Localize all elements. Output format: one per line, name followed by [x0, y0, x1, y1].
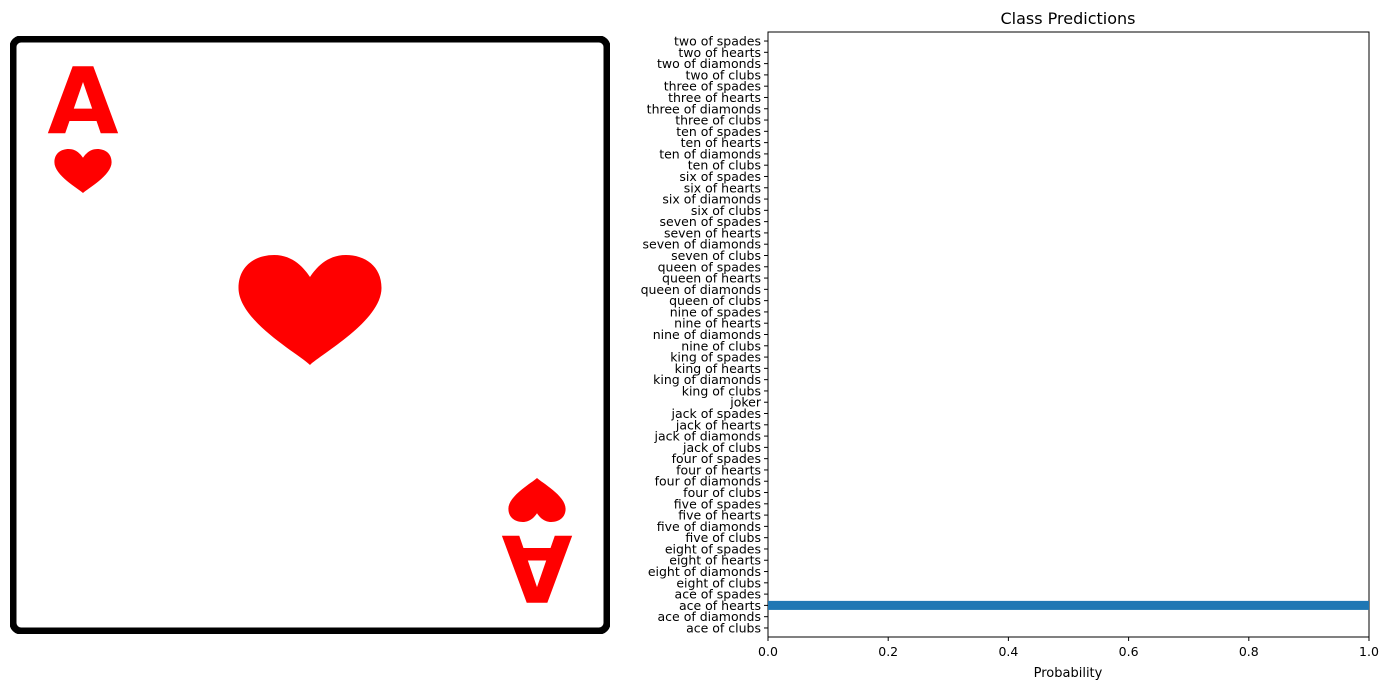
y-tick-label: eight of hearts	[669, 553, 761, 568]
y-tick-label: four of clubs	[683, 485, 761, 500]
y-tick-label: three of clubs	[675, 113, 761, 128]
y-tick-label: six of spades	[679, 169, 761, 184]
y-tick-label: king of diamonds	[653, 372, 761, 387]
y-tick-label: nine of clubs	[681, 338, 761, 353]
y-tick-label: three of diamonds	[647, 101, 761, 116]
y-tick-label: jack of spades	[671, 406, 761, 421]
y-tick-label: ten of clubs	[688, 158, 761, 173]
y-tick-label: seven of diamonds	[643, 237, 761, 252]
x-axis-label: Probability	[1034, 666, 1103, 681]
y-tick-label: nine of diamonds	[653, 327, 761, 342]
y-tick-label: two of clubs	[686, 67, 761, 82]
x-tick-label: 1.0	[1359, 644, 1379, 659]
x-tick-label: 0.0	[758, 644, 778, 659]
y-tick-label: joker	[729, 395, 762, 410]
y-tick-label: eight of diamonds	[648, 564, 761, 579]
y-tick-label: queen of spades	[658, 259, 761, 274]
y-tick-label: three of spades	[664, 79, 761, 94]
y-tick-label: king of spades	[670, 350, 761, 365]
heart-icon	[54, 149, 112, 193]
heart-icon	[238, 255, 382, 365]
y-tick-label: six of clubs	[691, 203, 761, 218]
plot-area	[767, 31, 1370, 638]
y-tick-label: two of spades	[674, 34, 761, 49]
y-tick-label: five of spades	[674, 496, 761, 511]
y-tick-label: five of diamonds	[657, 519, 761, 534]
y-tick-label: eight of clubs	[676, 575, 761, 590]
y-tick-label: ace of diamonds	[658, 609, 761, 624]
y-tick-label: eight of spades	[665, 541, 761, 556]
y-tick-label: jack of diamonds	[653, 429, 761, 444]
card-image: A A	[10, 36, 610, 634]
x-tick-label: 0.2	[878, 644, 898, 659]
y-tick-label: five of clubs	[685, 530, 761, 545]
y-tick-label: ten of spades	[676, 124, 761, 139]
y-tick-label: ace of hearts	[679, 598, 761, 613]
y-tick-label: ace of clubs	[686, 620, 761, 635]
y-tick-label: ten of diamonds	[659, 146, 761, 161]
y-tick-label: four of diamonds	[655, 474, 761, 489]
y-tick-label: queen of hearts	[662, 271, 761, 286]
y-tick-label: two of diamonds	[657, 56, 761, 71]
y-tick-label: king of clubs	[682, 383, 761, 398]
y-tick-label: jack of hearts	[675, 417, 761, 432]
y-tick-label: ace of spades	[675, 587, 761, 602]
x-tick-label: 0.8	[1239, 644, 1259, 659]
x-tick-label: 0.4	[998, 644, 1018, 659]
y-tick-label: three of hearts	[668, 90, 761, 105]
y-tick-label: four of hearts	[676, 462, 761, 477]
y-tick-label: seven of spades	[660, 214, 761, 229]
bar	[768, 600, 1369, 610]
y-tick-label: six of hearts	[684, 180, 761, 195]
y-tick-label: queen of diamonds	[641, 282, 761, 297]
card-rank-bottom: A	[501, 514, 572, 621]
card-rank-top: A	[47, 48, 118, 155]
y-tick-label: two of hearts	[678, 45, 761, 60]
y-tick-label: king of hearts	[675, 361, 761, 376]
y-tick-label: nine of hearts	[674, 316, 761, 331]
y-tick-label: seven of hearts	[664, 225, 761, 240]
heart-icon	[508, 478, 566, 522]
y-tick-label: seven of clubs	[671, 248, 761, 263]
y-tick-label: five of hearts	[678, 508, 761, 523]
y-tick-label: four of spades	[672, 451, 761, 466]
y-tick-label: queen of clubs	[669, 293, 761, 308]
x-tick-label: 0.6	[1119, 644, 1139, 659]
y-tick-label: ten of hearts	[681, 135, 761, 150]
y-tick-label: nine of spades	[670, 304, 761, 319]
y-tick-label: jack of clubs	[682, 440, 761, 455]
chart-title: Class Predictions	[1001, 9, 1136, 28]
y-tick-label: six of diamonds	[662, 192, 761, 207]
